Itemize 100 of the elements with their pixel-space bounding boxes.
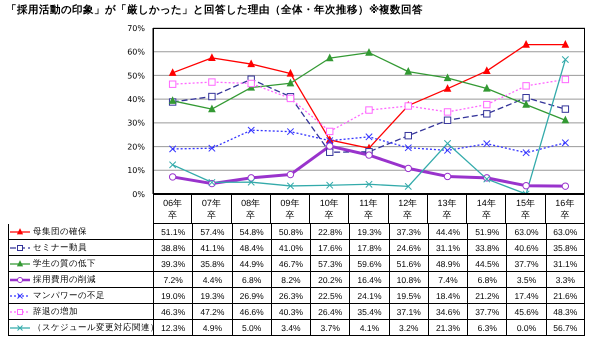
x-tick-label: 10年卒 xyxy=(310,194,350,224)
y-tick-label: 40% xyxy=(127,94,146,104)
data-label: 3.5% xyxy=(506,272,546,288)
data-label: 56.7% xyxy=(546,320,585,336)
data-label: 46.3% xyxy=(153,304,192,320)
data-label: 6.3% xyxy=(467,320,506,336)
data-label: 34.6% xyxy=(428,304,468,320)
data-label: 16.4% xyxy=(349,272,389,288)
y-tick-label: 0% xyxy=(132,190,146,199)
data-label: 17.6% xyxy=(310,240,350,256)
data-label: 18.4% xyxy=(428,288,468,304)
data-label: 3.4% xyxy=(270,320,310,336)
data-label: 5.0% xyxy=(232,320,271,336)
legend-label: 採用費用の削減 xyxy=(32,274,96,286)
legend-label: 母集団の確保 xyxy=(32,226,87,238)
data-label: 41.1% xyxy=(192,240,232,256)
data-label: 37.7% xyxy=(506,256,546,272)
data-label: 24.1% xyxy=(349,288,389,304)
data-label: 38.8% xyxy=(153,240,192,256)
data-label: 40.6% xyxy=(506,240,546,256)
data-label: 21.6% xyxy=(546,288,585,304)
data-label: 40.3% xyxy=(270,304,310,320)
data-label: 19.3% xyxy=(349,224,389,240)
data-label: 17.8% xyxy=(349,240,389,256)
data-label: 51.9% xyxy=(467,224,506,240)
data-label: 46.6% xyxy=(232,304,271,320)
data-label: 48.4% xyxy=(232,240,271,256)
data-label: 37.1% xyxy=(388,304,428,320)
data-label: 50.8% xyxy=(270,224,310,240)
x-tick-label: 11年卒 xyxy=(349,194,389,224)
data-label: 4.1% xyxy=(349,320,389,336)
y-tick-label: 60% xyxy=(127,48,146,57)
data-label: 44.5% xyxy=(467,256,506,272)
data-label: 7.2% xyxy=(153,272,192,288)
data-label: 54.8% xyxy=(232,224,271,240)
data-label: 21.3% xyxy=(428,320,468,336)
data-label: 26.9% xyxy=(232,288,271,304)
data-label: 24.6% xyxy=(388,240,428,256)
data-label: 46.7% xyxy=(270,256,310,272)
data-label: 19.0% xyxy=(153,288,192,304)
data-label: 4.9% xyxy=(192,320,232,336)
data-label: 6.8% xyxy=(467,272,506,288)
y-tick-label: 50% xyxy=(127,71,146,80)
data-label: 10.8% xyxy=(388,272,428,288)
data-label: 48.3% xyxy=(546,304,585,320)
y-tick-label: 10% xyxy=(127,166,146,176)
legend-label: （スケジュール変更対応関連） xyxy=(32,322,159,334)
data-label: 3.3% xyxy=(546,272,585,288)
data-label: 31.1% xyxy=(428,240,468,256)
y-tick-label: 70% xyxy=(127,24,146,33)
data-label: 12.3% xyxy=(161,322,186,332)
x-tick-label: 15年卒 xyxy=(506,194,546,224)
data-label: 41.0% xyxy=(270,240,310,256)
data-label: 4.4% xyxy=(192,272,232,288)
data-label: 35.8% xyxy=(546,240,585,256)
data-label: 59.6% xyxy=(349,256,389,272)
data-label: 39.3% xyxy=(153,256,192,272)
data-label: 57.3% xyxy=(310,256,350,272)
x-tick-label: 13年卒 xyxy=(428,194,468,224)
data-label: 7.4% xyxy=(428,272,468,288)
data-label: 26.4% xyxy=(310,304,350,320)
x-tick-label: 14年卒 xyxy=(467,194,506,224)
x-tick-label: 09年卒 xyxy=(270,194,310,224)
data-label: 17.4% xyxy=(506,288,546,304)
data-label: 33.8% xyxy=(467,240,506,256)
data-label: 8.2% xyxy=(270,272,310,288)
data-label: 0.0% xyxy=(506,320,546,336)
legend-label: マンパワーの不足 xyxy=(32,290,105,302)
legend-label: 学生の質の低下 xyxy=(32,258,96,270)
data-label: 22.8% xyxy=(310,224,350,240)
x-tick-label: 08年卒 xyxy=(232,194,271,224)
data-label: 3.7% xyxy=(310,320,350,336)
y-tick-label: 20% xyxy=(127,142,146,152)
data-label: 19.3% xyxy=(192,288,232,304)
legend-label: 辞退の増加 xyxy=(32,306,78,318)
x-tick-label: 16年卒 xyxy=(546,194,585,224)
data-label: 37.3% xyxy=(388,224,428,240)
y-tick-label: 30% xyxy=(127,118,146,128)
data-label: 63.0% xyxy=(506,224,546,240)
x-tick-label: 06年卒 xyxy=(153,194,192,224)
data-label: 44.4% xyxy=(428,224,468,240)
data-label: 22.5% xyxy=(310,288,350,304)
data-label: 20.2% xyxy=(310,272,350,288)
data-label: 3.2% xyxy=(388,320,428,336)
data-label: 47.2% xyxy=(192,304,232,320)
chart-title: 「採用活動の印象」が「厳しかった」と回答した理由（全体・年次推移）※複数回答 xyxy=(6,3,424,17)
data-label: 6.8% xyxy=(232,272,271,288)
data-label: 63.0% xyxy=(546,224,585,240)
data-label: 21.2% xyxy=(467,288,506,304)
data-label: 19.5% xyxy=(388,288,428,304)
data-label: 51.1% xyxy=(153,224,192,240)
x-tick-label: 12年卒 xyxy=(388,194,428,224)
data-label: 48.9% xyxy=(428,256,468,272)
data-label: 26.3% xyxy=(270,288,310,304)
data-label: 37.7% xyxy=(467,304,506,320)
data-label: 44.9% xyxy=(232,256,271,272)
data-label: 45.6% xyxy=(506,304,546,320)
data-label: 57.4% xyxy=(192,224,232,240)
data-label: 51.6% xyxy=(388,256,428,272)
data-label: 35.8% xyxy=(192,256,232,272)
